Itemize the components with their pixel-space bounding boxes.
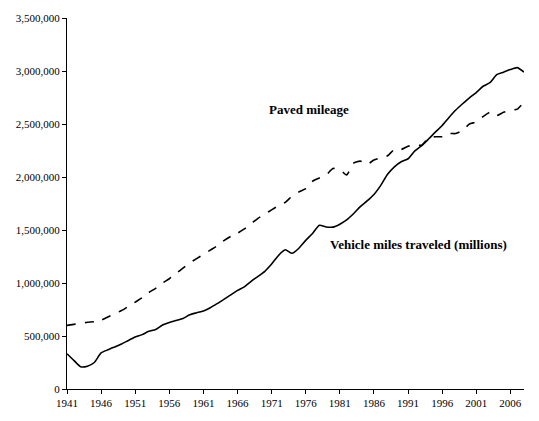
svg-text:1956: 1956: [158, 397, 181, 409]
svg-text:3,000,000: 3,000,000: [16, 65, 61, 77]
svg-text:1981: 1981: [329, 397, 351, 409]
svg-text:1971: 1971: [261, 397, 283, 409]
svg-text:2006: 2006: [499, 397, 522, 409]
svg-text:1966: 1966: [227, 397, 250, 409]
svg-text:0: 0: [54, 383, 60, 395]
svg-text:1,500,000: 1,500,000: [16, 224, 61, 236]
svg-text:1951: 1951: [124, 397, 146, 409]
svg-text:Paved mileage: Paved mileage: [269, 102, 349, 117]
svg-text:Vehicle miles traveled (millio: Vehicle miles traveled (millions): [330, 237, 507, 252]
svg-text:1,000,000: 1,000,000: [16, 277, 61, 289]
svg-text:1946: 1946: [90, 397, 113, 409]
svg-text:1991: 1991: [397, 397, 419, 409]
svg-text:2,500,000: 2,500,000: [16, 118, 61, 130]
svg-text:2,000,000: 2,000,000: [16, 171, 61, 183]
svg-text:2001: 2001: [465, 397, 487, 409]
svg-text:1986: 1986: [363, 397, 386, 409]
svg-text:1976: 1976: [295, 397, 318, 409]
svg-text:500,000: 500,000: [24, 330, 60, 342]
svg-text:1996: 1996: [431, 397, 454, 409]
svg-text:1941: 1941: [56, 397, 78, 409]
svg-text:3,500,000: 3,500,000: [16, 12, 61, 24]
svg-text:1961: 1961: [192, 397, 214, 409]
